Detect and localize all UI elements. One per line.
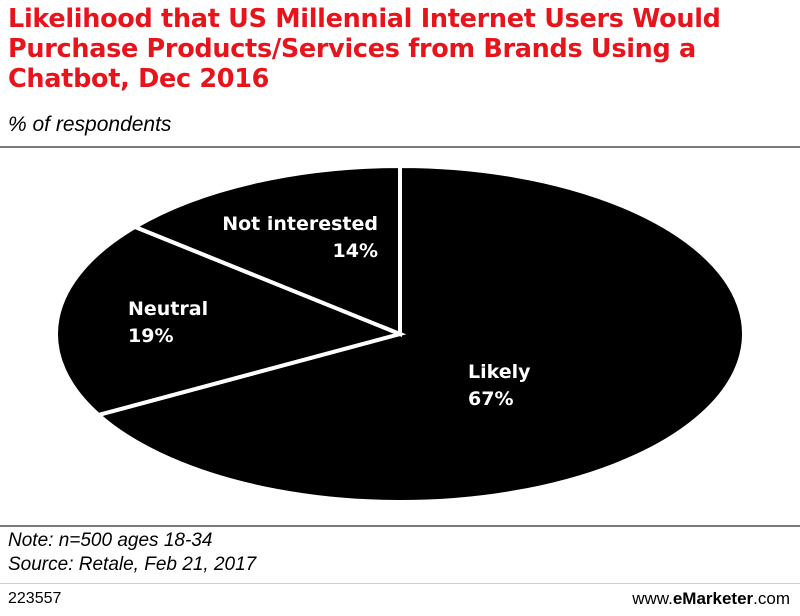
top-divider bbox=[0, 146, 800, 148]
pie-chart: Likely 67% Neutral 19% Not interested 14% bbox=[54, 163, 746, 504]
slice-name: Not interested bbox=[222, 213, 378, 235]
pie-slice-neutral bbox=[54, 224, 407, 418]
slice-value: 19% bbox=[128, 325, 173, 347]
chart-subtitle: % of respondents bbox=[8, 113, 172, 136]
brand-logo: www.eMarketer.com bbox=[632, 589, 790, 608]
bottom-divider bbox=[0, 525, 800, 527]
chart-id: 223557 bbox=[8, 590, 62, 607]
chart-note: Note: n=500 ages 18-34 bbox=[8, 530, 213, 551]
pie-slice-likely bbox=[94, 163, 746, 504]
footer-divider bbox=[0, 583, 800, 584]
pie-slice-not-interested bbox=[130, 163, 402, 337]
slice-label-neutral: Neutral 19% bbox=[128, 298, 208, 347]
chart-title: Likelihood that US Millennial Internet U… bbox=[8, 4, 721, 94]
slice-name: Likely bbox=[468, 361, 531, 383]
slice-value: 67% bbox=[468, 388, 513, 410]
slice-label-likely: Likely 67% bbox=[468, 361, 531, 410]
chart-source: Source: Retale, Feb 21, 2017 bbox=[8, 554, 257, 575]
slice-label-not-interested: Not interested 14% bbox=[222, 213, 378, 262]
slice-name: Neutral bbox=[128, 298, 208, 320]
slice-value: 14% bbox=[333, 240, 378, 262]
